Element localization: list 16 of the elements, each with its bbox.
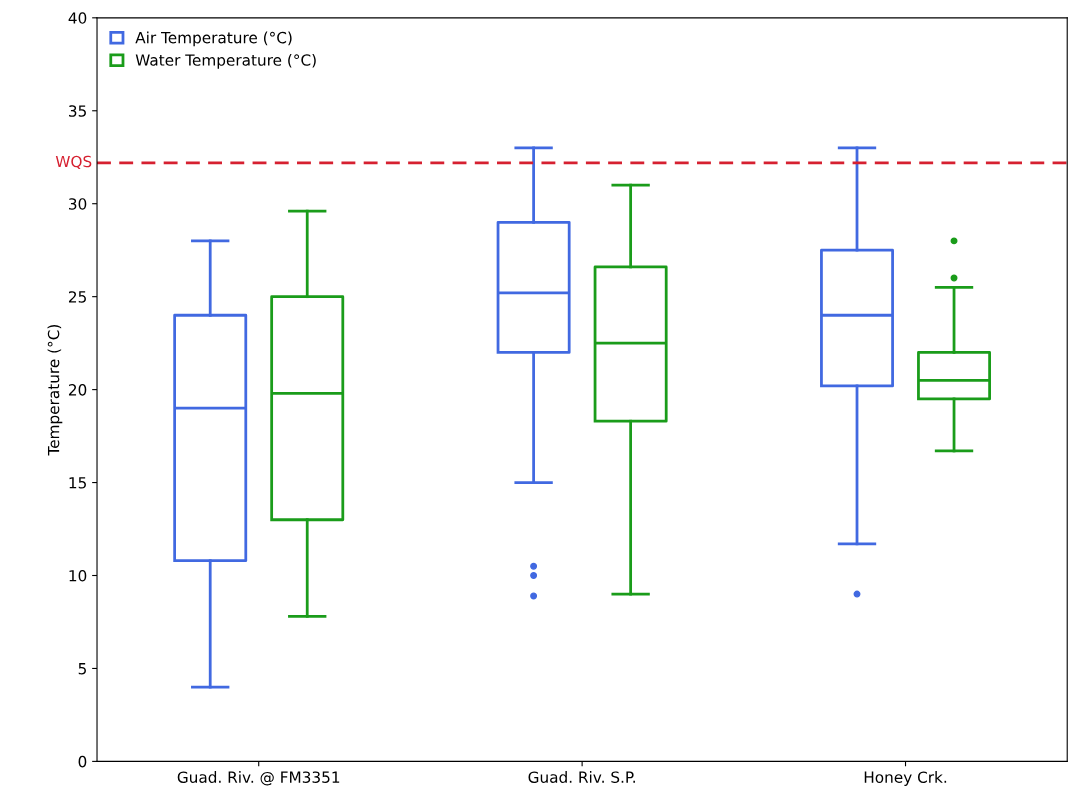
- legend-label: Air Temperature (°C): [135, 31, 292, 47]
- x-tick-label: Guad. Riv. @ FM3351: [177, 771, 340, 786]
- ref-line-label: WQS: [55, 155, 92, 169]
- y-tick-label: 30: [69, 198, 87, 210]
- y-axis-title: Temperature (°C): [47, 325, 63, 456]
- y-tick-label: 10: [69, 569, 87, 582]
- y-tick-label: 35: [69, 105, 86, 117]
- x-tick-label: Honey Crk.: [864, 771, 947, 786]
- y-tick-label: 0: [78, 755, 87, 768]
- y-tick-label: 40: [68, 12, 87, 24]
- y-tick-label: 5: [78, 663, 86, 675]
- x-tick-label: Guad. Riv. S.P.: [528, 771, 635, 783]
- y-tick-label: 15: [69, 477, 86, 489]
- y-tick-label: 25: [68, 291, 86, 303]
- y-tick-label: 20: [68, 384, 87, 396]
- legend-label: Water Temperature (°C): [135, 54, 316, 69]
